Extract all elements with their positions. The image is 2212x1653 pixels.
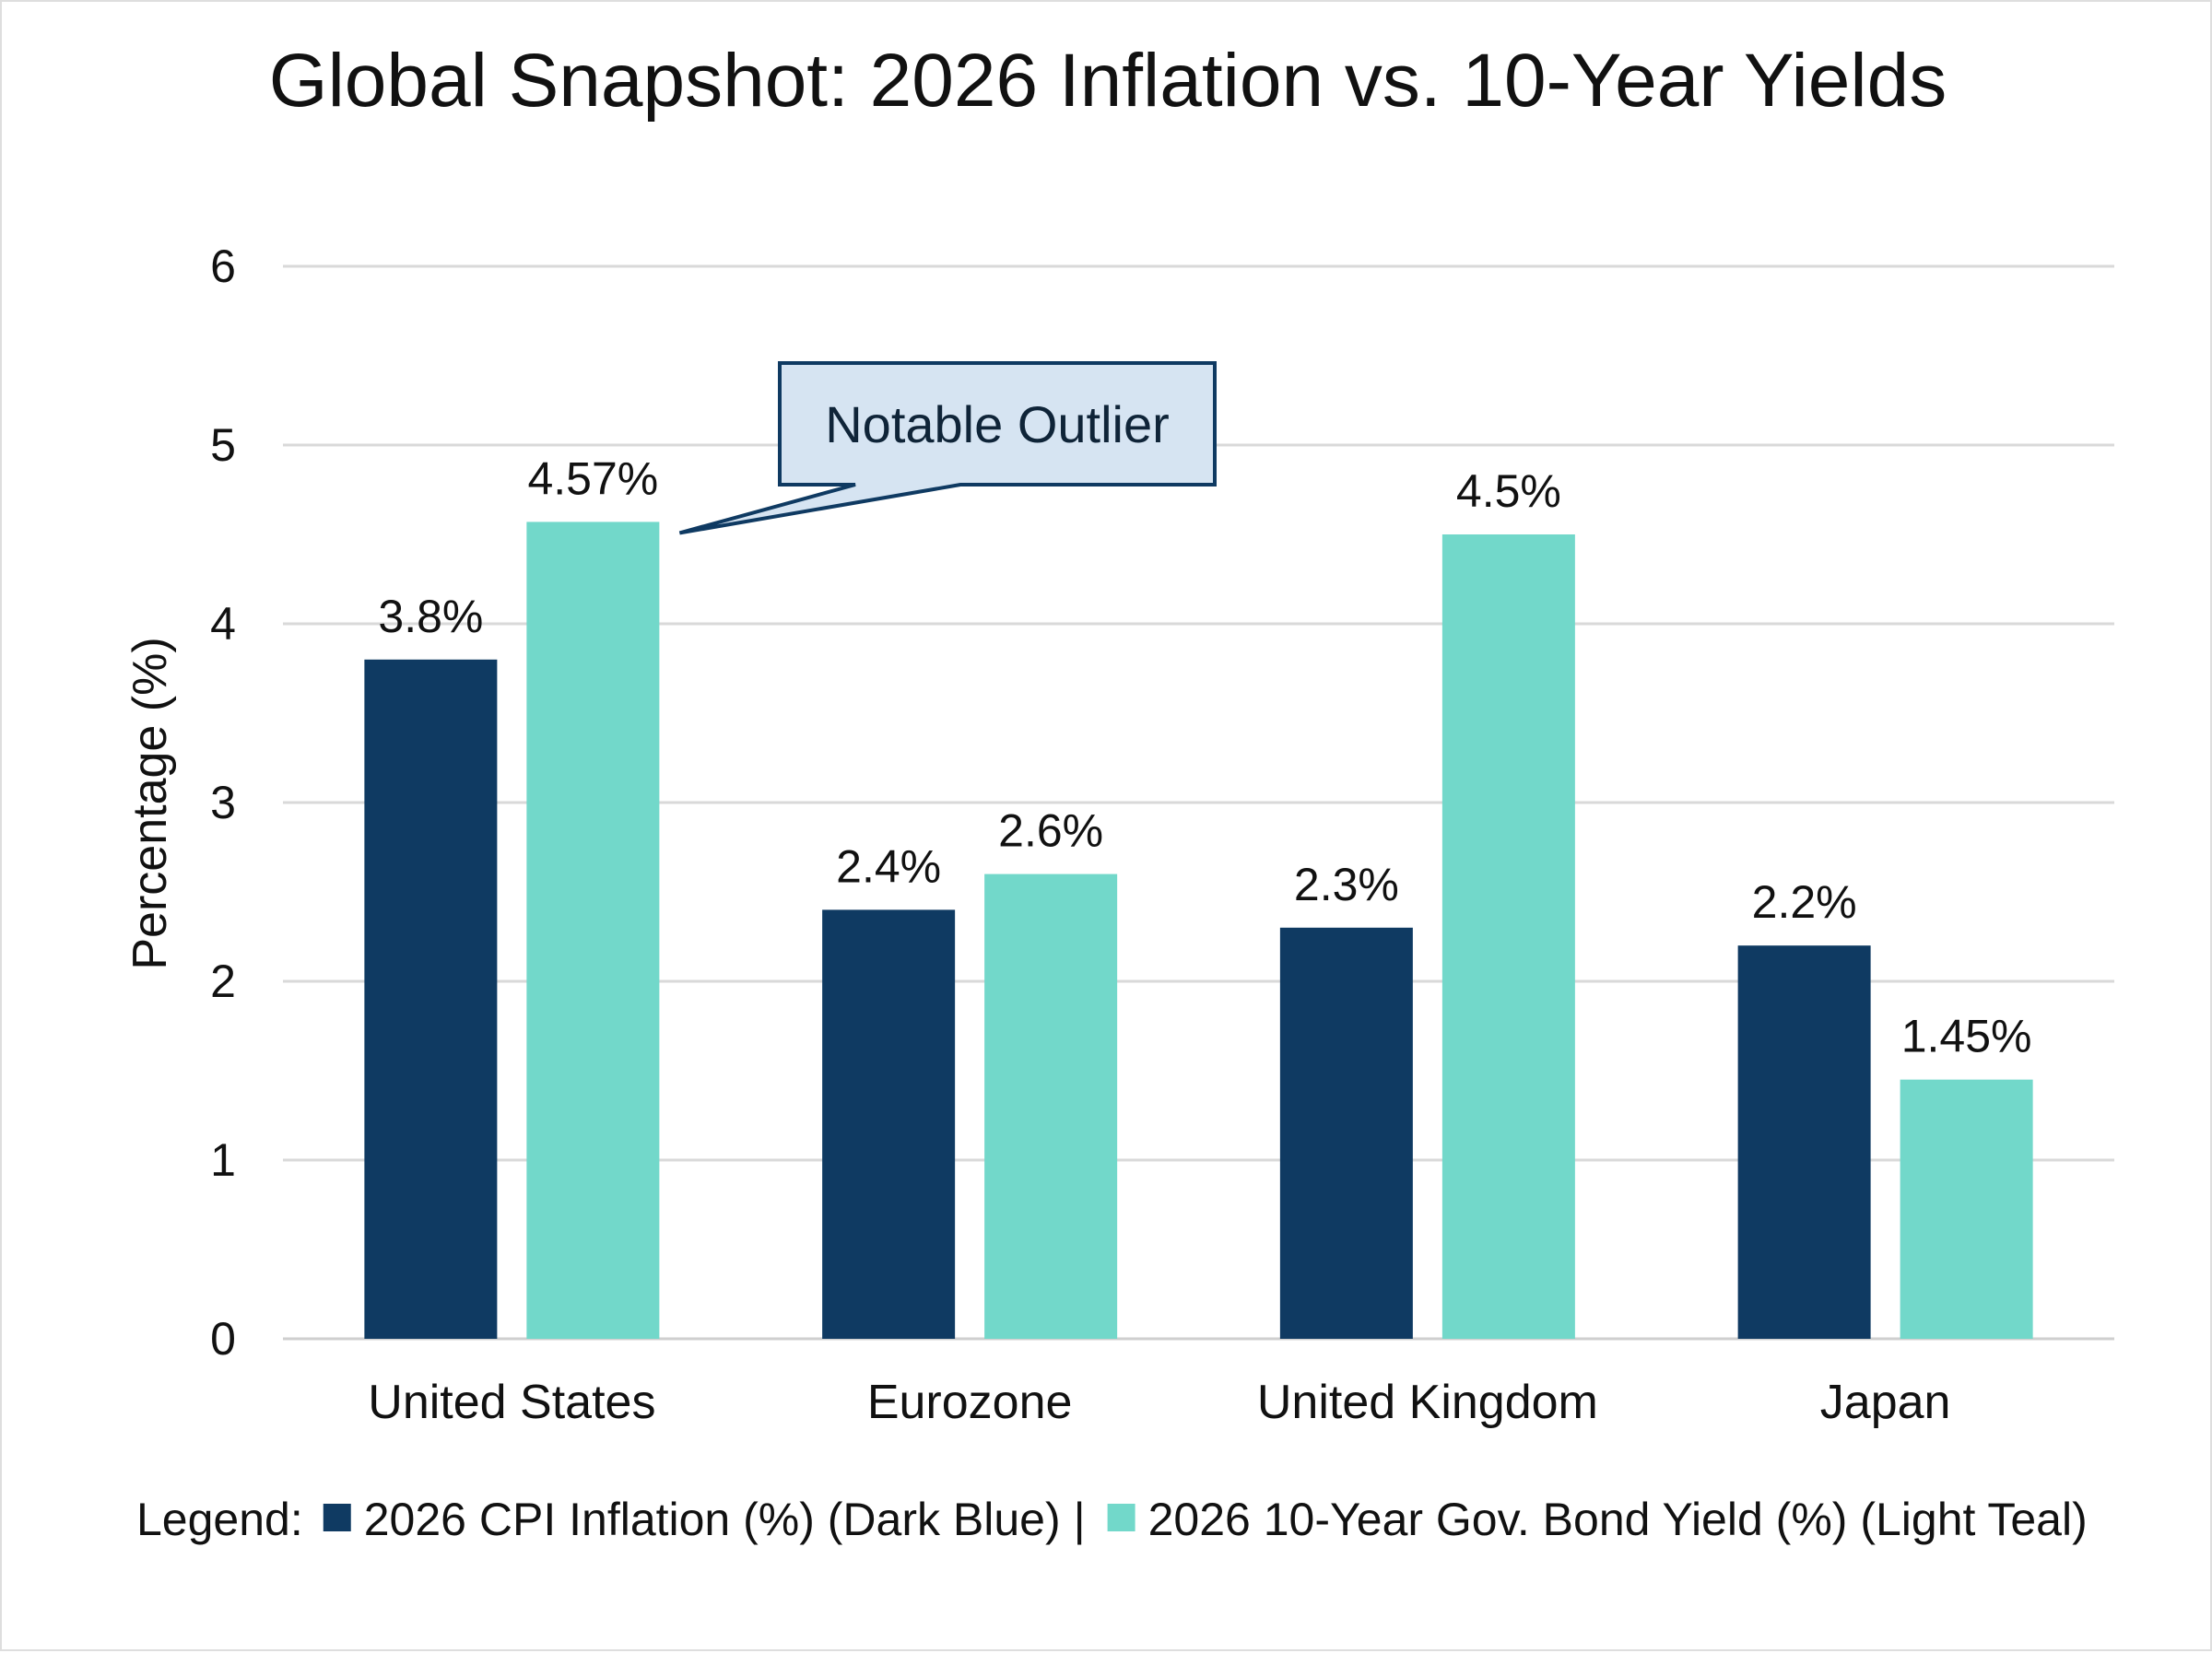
bar [1900, 1079, 2033, 1339]
bar [526, 522, 660, 1339]
y-tick-label: 1 [210, 1134, 236, 1186]
data-label: 4.5% [1456, 465, 1561, 517]
y-axis-ticks: 0 1 2 3 4 5 6 [210, 240, 236, 1365]
bar [984, 873, 1118, 1339]
chart-title: Global Snapshot: 2026 Inflation vs. 10-Y… [269, 39, 1947, 123]
bar [1279, 927, 1413, 1339]
bar [822, 909, 956, 1339]
legend-swatch [1107, 1504, 1135, 1531]
y-tick-label: 0 [210, 1313, 236, 1365]
data-label: 3.8% [378, 591, 483, 642]
callout-box [678, 361, 1217, 535]
legend-prefix: Legend: [136, 1494, 303, 1545]
x-tick-label: Eurozone [867, 1376, 1073, 1429]
callout-annotation: Notable Outlier [678, 361, 1217, 535]
legend-label: 2026 10-Year Gov. Bond Yield (%) (Light … [1148, 1494, 2088, 1545]
bars [364, 522, 2033, 1339]
x-tick-label: Japan [1820, 1376, 1951, 1429]
y-axis-label: Percentage (%) [124, 637, 177, 969]
data-label: 4.57% [527, 452, 658, 504]
y-tick-label: 3 [210, 777, 236, 828]
data-labels: 3.8% 4.57% 2.4% 2.6% 2.3% 4.5% 2.2% 1.45% [378, 452, 2031, 1061]
legend-label: 2026 CPI Inflation (%) (Dark Blue) [364, 1494, 1061, 1545]
legend-separator: | [1074, 1494, 1086, 1545]
data-label: 2.2% [1752, 876, 1857, 928]
data-label: 2.3% [1294, 859, 1399, 910]
legend: Legend: 2026 CPI Inflation (%) (Dark Blue… [136, 1494, 2088, 1545]
y-tick-label: 2 [210, 955, 236, 1007]
y-tick-label: 6 [210, 240, 236, 292]
data-label: 2.4% [836, 840, 941, 892]
y-tick-label: 4 [210, 598, 236, 650]
y-tick-label: 5 [210, 419, 236, 471]
x-tick-label: United States [368, 1376, 655, 1429]
data-label: 2.6% [998, 805, 1103, 857]
callout-text: Notable Outlier [825, 395, 1170, 453]
x-axis-categories: United States Eurozone United Kingdom Japan [368, 1376, 1950, 1429]
bar [1441, 534, 1575, 1339]
bar [364, 659, 498, 1339]
legend-swatch [323, 1504, 351, 1531]
x-tick-label: United Kingdom [1257, 1376, 1598, 1429]
bar [1737, 945, 1871, 1339]
data-label: 1.45% [1901, 1011, 2032, 1062]
